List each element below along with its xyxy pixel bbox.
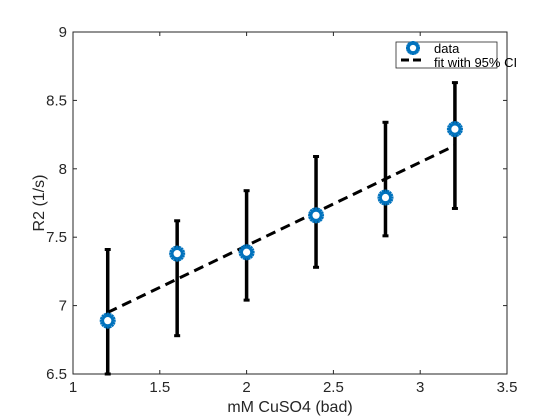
axis-ticks: 1 1.5 2 2.5 3 3.5 6.5 7 7.5 8 8.5 9 — [46, 24, 517, 396]
marker-center — [451, 125, 459, 133]
y-tick-label: 7 — [59, 298, 67, 315]
x-tick-label: 2 — [242, 379, 250, 396]
data-point — [238, 244, 255, 261]
data-point — [99, 312, 116, 329]
x-tick-label: 1 — [69, 379, 77, 396]
fit-line-group — [107, 144, 456, 314]
y-axis-label: R2 (1/s) — [31, 175, 48, 232]
marker-center — [104, 317, 112, 325]
marker-center — [243, 248, 251, 256]
x-tick-label: 3 — [416, 379, 424, 396]
plot-area — [72, 31, 508, 375]
y-tick-label: 9 — [59, 24, 67, 41]
x-tick-label: 1.5 — [149, 379, 170, 396]
legend-marker-star — [406, 41, 420, 55]
legend-data-marker — [406, 41, 420, 55]
legend-entry-data: data — [434, 41, 460, 56]
marker-center — [312, 211, 320, 219]
data-point — [377, 189, 394, 206]
data-point — [446, 121, 463, 138]
fit-line — [107, 144, 456, 314]
data-point — [169, 245, 186, 262]
legend: data fit with 95% CI — [395, 41, 517, 70]
marker-center — [173, 250, 181, 258]
data-points — [99, 121, 463, 329]
marker-center — [409, 44, 417, 52]
x-tick-label: 3.5 — [497, 379, 518, 396]
y-tick-label: 7.5 — [46, 229, 67, 246]
data-point — [308, 207, 325, 224]
legend-entry-fit: fit with 95% CI — [434, 55, 517, 70]
x-axis-label: mM CuSO4 (bad) — [227, 399, 352, 416]
y-tick-label: 6.5 — [46, 366, 67, 383]
x-tick-label: 2.5 — [323, 379, 344, 396]
y-tick-label: 8 — [59, 161, 67, 178]
y-tick-label: 8.5 — [46, 92, 67, 109]
marker-center — [381, 193, 390, 202]
